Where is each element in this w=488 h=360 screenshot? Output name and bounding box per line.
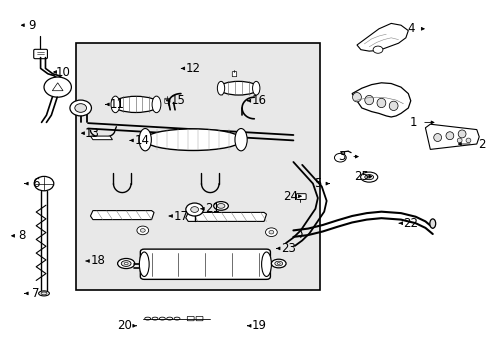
Text: 13: 13	[84, 127, 99, 140]
Text: 15: 15	[171, 94, 185, 107]
FancyBboxPatch shape	[34, 49, 47, 59]
Ellipse shape	[456, 138, 461, 143]
Text: 17: 17	[173, 210, 188, 222]
Bar	[76, 43, 320, 290]
Text: 21: 21	[205, 202, 220, 215]
Text: 4: 4	[406, 22, 414, 35]
Ellipse shape	[274, 261, 282, 266]
Ellipse shape	[433, 134, 441, 141]
Text: 23: 23	[281, 242, 295, 255]
Text: 16: 16	[251, 94, 266, 107]
FancyBboxPatch shape	[296, 194, 305, 199]
Circle shape	[372, 46, 382, 53]
Circle shape	[334, 153, 346, 162]
Ellipse shape	[213, 202, 228, 210]
Text: 19: 19	[251, 319, 266, 332]
Text: 22: 22	[403, 217, 417, 230]
Ellipse shape	[352, 93, 361, 102]
Text: 10: 10	[56, 66, 71, 78]
Circle shape	[75, 104, 86, 112]
Circle shape	[140, 229, 145, 232]
Ellipse shape	[364, 175, 373, 180]
Circle shape	[70, 100, 91, 116]
Polygon shape	[356, 23, 407, 51]
Ellipse shape	[429, 219, 435, 228]
Ellipse shape	[124, 262, 128, 265]
Polygon shape	[90, 211, 154, 220]
Polygon shape	[425, 124, 478, 149]
Text: 11: 11	[110, 98, 124, 111]
Text: 7: 7	[32, 287, 40, 300]
FancyBboxPatch shape	[232, 72, 236, 77]
Ellipse shape	[144, 129, 242, 150]
Text: 24: 24	[283, 190, 298, 203]
Ellipse shape	[364, 95, 373, 105]
Ellipse shape	[360, 172, 377, 182]
Polygon shape	[90, 136, 112, 140]
Circle shape	[34, 176, 54, 191]
FancyBboxPatch shape	[196, 316, 203, 321]
FancyBboxPatch shape	[164, 98, 169, 103]
Text: 3: 3	[338, 150, 346, 163]
Ellipse shape	[465, 138, 470, 143]
Text: 1: 1	[408, 116, 416, 129]
Ellipse shape	[219, 81, 258, 95]
Ellipse shape	[139, 252, 149, 276]
Ellipse shape	[457, 130, 465, 138]
Text: 14: 14	[134, 134, 149, 147]
Text: 8: 8	[18, 229, 26, 242]
FancyBboxPatch shape	[140, 249, 270, 279]
Circle shape	[137, 226, 148, 235]
Polygon shape	[351, 83, 410, 117]
Ellipse shape	[234, 129, 247, 151]
Ellipse shape	[277, 263, 280, 264]
Ellipse shape	[271, 259, 285, 268]
Ellipse shape	[111, 96, 120, 113]
Text: 9: 9	[28, 19, 36, 32]
Polygon shape	[185, 212, 266, 221]
Ellipse shape	[113, 96, 159, 112]
Ellipse shape	[39, 291, 49, 296]
Ellipse shape	[117, 258, 134, 269]
Text: 2: 2	[477, 138, 485, 150]
Ellipse shape	[388, 101, 397, 111]
Ellipse shape	[121, 261, 131, 266]
Ellipse shape	[367, 176, 370, 178]
Text: 20: 20	[117, 319, 132, 332]
Text: 12: 12	[185, 62, 200, 75]
Circle shape	[185, 203, 203, 216]
Ellipse shape	[252, 81, 260, 95]
Ellipse shape	[139, 129, 151, 151]
Ellipse shape	[152, 96, 161, 113]
Ellipse shape	[217, 81, 224, 95]
Circle shape	[265, 228, 277, 237]
Text: 6: 6	[32, 177, 40, 190]
Circle shape	[268, 230, 273, 234]
Ellipse shape	[445, 132, 453, 140]
Ellipse shape	[261, 252, 271, 276]
Text: 5: 5	[313, 177, 321, 190]
Circle shape	[190, 207, 198, 212]
Circle shape	[44, 77, 71, 97]
Text: 25: 25	[354, 170, 368, 183]
Text: 18: 18	[90, 255, 105, 267]
Ellipse shape	[376, 98, 385, 108]
Polygon shape	[144, 142, 165, 145]
FancyBboxPatch shape	[187, 316, 194, 321]
Ellipse shape	[41, 292, 47, 295]
Ellipse shape	[217, 204, 224, 208]
